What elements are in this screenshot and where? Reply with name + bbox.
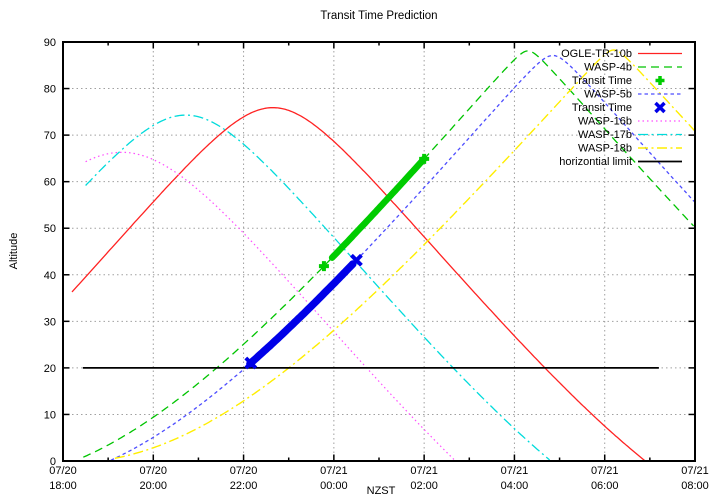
y-tick-label: 40 (44, 270, 56, 282)
x-tick-date: 07/20 (49, 465, 77, 477)
curve-wasp-17b (85, 114, 551, 461)
y-tick-label: 60 (44, 177, 56, 189)
y-tick-label: 30 (44, 316, 56, 328)
y-tick-label: 90 (44, 37, 56, 49)
x-tick-date: 07/21 (681, 465, 709, 477)
legend-label: WASP-4b (584, 62, 632, 74)
legend-label: Transit Time (572, 102, 632, 114)
x-tick-date: 07/21 (410, 465, 438, 477)
y-tick-label: 20 (44, 363, 56, 375)
transit-band-wasp-4b (328, 155, 428, 261)
x-tick-date: 07/20 (230, 465, 258, 477)
transit-marker-wasp-4b (318, 261, 329, 272)
curve-ogle-tr-10b (71, 106, 645, 461)
legend-sample-marker (654, 101, 666, 114)
x-tick-time: 06:00 (591, 480, 619, 492)
x-tick-time: 20:00 (140, 480, 168, 492)
x-tick-time: 02:00 (410, 480, 438, 492)
curve-wasp-16b (85, 151, 455, 460)
transit-marker-wasp-5b (244, 356, 258, 370)
x-tick-date: 07/21 (320, 465, 348, 477)
transit-marker-wasp-5b (350, 253, 363, 267)
y-tick-label: 80 (44, 84, 56, 96)
x-tick-date: 07/20 (140, 465, 168, 477)
x-tick-date: 07/21 (501, 465, 529, 477)
x-axis-title: NZST (366, 485, 396, 497)
legend-label: WASP-18b (578, 143, 632, 155)
x-tick-time: 04:00 (501, 480, 529, 492)
legend-sample-marker (655, 76, 665, 85)
legend-label: Transit Time (572, 75, 632, 87)
y-tick-label: 0 (50, 456, 56, 468)
legend-label: OGLE-TR-10b (561, 48, 632, 60)
legend-label: WASP-17b (578, 129, 632, 141)
chart-title: Transit Time Prediction (320, 10, 438, 22)
legend-label: horizontial limit (559, 156, 632, 168)
x-tick-time: 08:00 (681, 480, 709, 492)
x-tick-time: 00:00 (320, 480, 348, 492)
y-tick-label: 70 (44, 130, 56, 142)
legend-label: WASP-16b (578, 116, 632, 128)
x-tick-time: 18:00 (49, 480, 77, 492)
y-tick-label: 50 (44, 223, 56, 235)
transit-band-wasp-5b (246, 260, 357, 368)
y-tick-label: 10 (44, 409, 56, 421)
legend-label: WASP-5b (584, 89, 632, 101)
x-tick-date: 07/21 (591, 465, 619, 477)
curve-wasp-5b (110, 54, 695, 461)
x-tick-time: 22:00 (230, 480, 258, 492)
transit-marker-wasp-4b (419, 153, 430, 164)
curve-wasp-18b (114, 49, 696, 459)
